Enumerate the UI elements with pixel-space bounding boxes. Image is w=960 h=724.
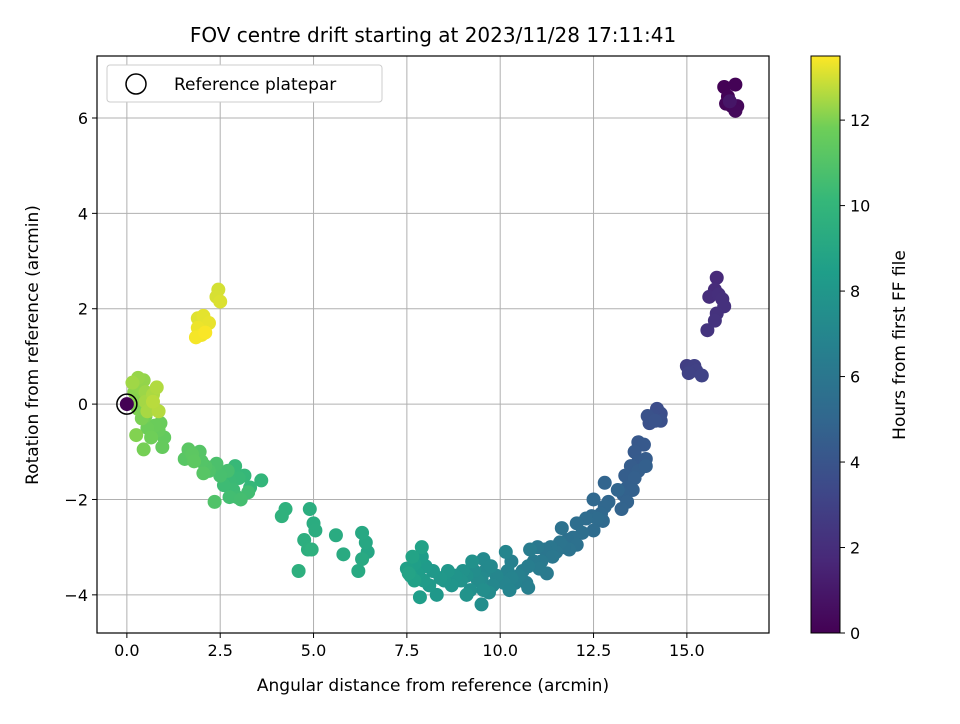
colorbar-tick-label: 0 xyxy=(850,624,860,643)
data-point xyxy=(213,468,228,483)
data-point xyxy=(474,597,489,612)
legend-label: Reference platepar xyxy=(174,75,336,95)
data-point xyxy=(328,528,343,543)
data-point xyxy=(146,394,160,409)
data-point xyxy=(554,521,569,536)
data-point xyxy=(638,459,653,474)
data-point xyxy=(198,325,213,340)
x-tick-label: 12.5 xyxy=(576,641,612,660)
data-point xyxy=(709,270,724,285)
x-tick-label: 15.0 xyxy=(669,641,705,660)
data-point xyxy=(722,94,737,109)
data-point xyxy=(521,580,536,595)
data-point xyxy=(498,544,513,559)
reference-point-ring xyxy=(116,393,138,415)
legend: Reference platepar xyxy=(106,64,383,103)
data-point xyxy=(483,559,498,574)
data-point xyxy=(465,554,480,569)
data-point xyxy=(125,375,140,390)
y-tick-label: −2 xyxy=(64,490,88,509)
data-point xyxy=(196,466,211,481)
data-point xyxy=(545,549,560,564)
data-point xyxy=(532,561,547,576)
data-point xyxy=(254,473,269,488)
colorbar-ticks: 0 2 4 6 8 10 12 xyxy=(840,111,870,643)
data-point xyxy=(207,494,222,509)
data-point xyxy=(502,583,517,598)
y-tick-label: 6 xyxy=(78,109,88,128)
colorbar xyxy=(810,55,841,634)
data-point xyxy=(308,523,323,538)
colorbar-tick-label: 10 xyxy=(850,197,870,216)
data-point xyxy=(291,564,306,579)
data-point xyxy=(648,413,663,428)
data-points xyxy=(125,77,745,612)
data-point xyxy=(590,511,605,526)
x-axis-ticks: 0.0 2.5 5.0 7.5 10.0 12.5 15.0 xyxy=(114,633,705,660)
data-point xyxy=(355,525,370,540)
data-point xyxy=(355,552,370,567)
data-point xyxy=(586,492,601,507)
data-point xyxy=(155,440,170,455)
x-tick-label: 10.0 xyxy=(482,641,518,660)
plot-frame xyxy=(96,55,770,634)
data-point xyxy=(707,313,722,328)
data-point xyxy=(429,587,444,602)
data-point xyxy=(728,77,743,92)
colorbar-tick-label: 6 xyxy=(850,368,860,387)
y-tick-label: 0 xyxy=(78,395,88,414)
colorbar-tick-label: 4 xyxy=(850,453,860,472)
data-point xyxy=(144,430,159,445)
data-point xyxy=(523,542,538,557)
x-tick-label: 7.5 xyxy=(394,641,419,660)
y-tick-label: 4 xyxy=(78,204,88,223)
y-tick-label: 2 xyxy=(78,300,88,319)
data-point xyxy=(459,587,474,602)
chart-title: FOV centre drift starting at 2023/11/28 … xyxy=(190,23,676,47)
y-axis-ticks: −4 −2 0 2 4 6 xyxy=(64,109,97,605)
data-point xyxy=(302,502,317,517)
colorbar-tick-label: 8 xyxy=(850,282,860,301)
data-point xyxy=(476,583,491,598)
data-point xyxy=(187,454,202,469)
data-point xyxy=(304,542,319,557)
data-point xyxy=(129,428,144,443)
y-tick-label: −4 xyxy=(64,586,88,605)
data-point xyxy=(414,540,429,555)
data-point xyxy=(694,368,709,383)
data-point xyxy=(213,294,228,309)
data-point xyxy=(412,590,427,605)
x-tick-label: 2.5 xyxy=(207,641,232,660)
colorbar-tick-label: 12 xyxy=(850,111,870,130)
data-point xyxy=(586,523,601,538)
x-tick-label: 5.0 xyxy=(301,641,326,660)
colorbar-tick-label: 2 xyxy=(850,539,860,558)
x-tick-label: 0.0 xyxy=(114,641,139,660)
x-axis-label: Angular distance from reference (arcmin) xyxy=(257,676,609,696)
data-point xyxy=(274,509,289,524)
data-point xyxy=(597,475,612,490)
data-point xyxy=(681,366,696,381)
reference-point-fill xyxy=(119,397,134,412)
legend-box xyxy=(106,64,383,103)
data-point xyxy=(351,564,366,579)
reference-marker xyxy=(116,393,138,415)
data-point xyxy=(610,482,625,497)
grid xyxy=(97,56,769,633)
data-point xyxy=(233,492,248,507)
y-axis-label: Rotation from reference (arcmin) xyxy=(23,205,43,485)
data-point xyxy=(627,471,642,486)
data-point xyxy=(614,502,629,517)
data-point xyxy=(405,549,420,564)
data-point xyxy=(149,380,164,395)
colorbar-label: Hours from first FF file xyxy=(890,250,910,440)
data-point xyxy=(401,566,416,581)
data-point xyxy=(222,490,237,505)
legend-reference-marker xyxy=(125,73,147,95)
data-point xyxy=(700,323,715,338)
data-point xyxy=(136,442,151,457)
data-point xyxy=(336,547,351,562)
